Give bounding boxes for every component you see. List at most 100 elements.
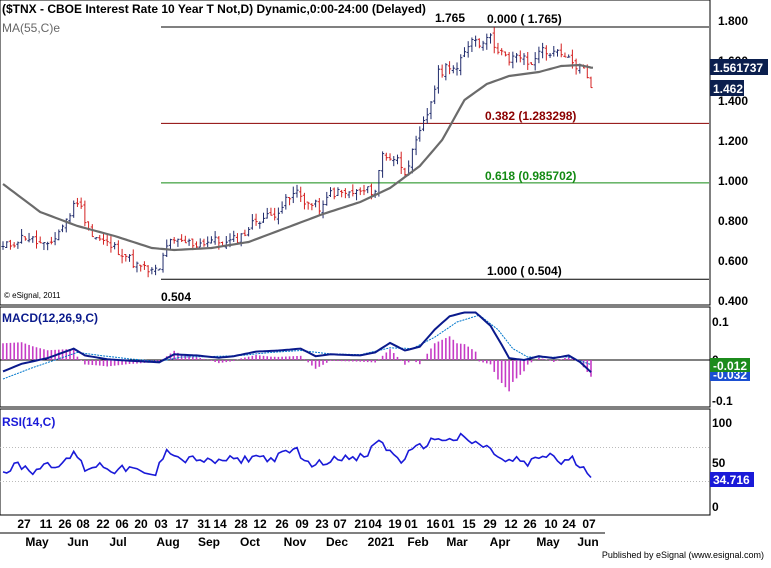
price-bar (518, 50, 522, 63)
price-bar (466, 41, 470, 58)
x-month-label: Nov (284, 535, 307, 549)
price-bar (153, 264, 158, 276)
x-month-label: Aug (156, 535, 179, 549)
macd-title: MACD(12,26,9,C) (2, 311, 98, 325)
price-bar (261, 212, 266, 223)
price-bar (276, 207, 280, 225)
macd-hist-text: -0.012 (713, 359, 747, 373)
rsi-value-tag: 34.716 (710, 472, 754, 487)
price-bar (172, 237, 176, 244)
price-panel: ($TNX - CBOE Interest Rate 10 Year T Not… (0, 0, 768, 308)
price-bar (194, 241, 199, 249)
macd-line (2, 311, 592, 373)
x-day-label: 26 (58, 517, 72, 531)
price-bar (280, 201, 284, 214)
price-bar (451, 65, 455, 74)
price-bar (343, 188, 347, 199)
rsi-panel: RSI(14,C) 100 50 0 34.716 (0, 408, 754, 516)
price-bar (507, 52, 511, 66)
price-tick: 1.000 (718, 174, 748, 188)
price-bar (1, 241, 5, 250)
price-bar (503, 51, 508, 57)
price-bar (75, 197, 80, 208)
price-bar (425, 108, 429, 124)
price-bar (384, 152, 388, 161)
price-bar (559, 43, 563, 58)
price-bar (258, 221, 262, 229)
price-bar (291, 186, 295, 204)
price-bar (340, 189, 344, 198)
price-bar (392, 156, 396, 167)
price-bar (243, 229, 247, 237)
price-tick: 1.400 (718, 94, 748, 108)
price-bar (306, 201, 310, 210)
moving-average-line (2, 63, 594, 252)
price-bar (321, 200, 325, 219)
price-bar (105, 233, 109, 247)
price-bar (131, 249, 135, 269)
price-bar (514, 53, 519, 63)
x-month-label: Feb (407, 535, 428, 549)
price-bar (440, 64, 444, 78)
x-day-label: 22 (96, 517, 110, 531)
price-bar (49, 236, 53, 245)
price-bar (213, 231, 217, 245)
price-bar (548, 53, 552, 58)
x-month-label: May (536, 535, 560, 549)
price-bar (72, 200, 76, 218)
price-bar (206, 236, 210, 248)
price-bar (247, 227, 251, 237)
price-bar (83, 200, 87, 227)
price-bar (380, 151, 385, 178)
price-bar (325, 191, 329, 206)
price-bar (418, 126, 422, 142)
low-annotation: 0.504 (161, 290, 191, 304)
price-bar (336, 187, 340, 196)
price-bar (23, 236, 27, 241)
price-bar (470, 37, 474, 53)
price-bar (354, 189, 359, 201)
price-bar (34, 230, 39, 249)
price-bar (120, 248, 124, 264)
price-bar (403, 167, 407, 177)
macd-signal-line (2, 314, 592, 380)
price-bar (555, 49, 560, 57)
price-bar (366, 186, 370, 194)
price-bar (109, 236, 113, 253)
x-day-label: 15 (462, 517, 476, 531)
macd-histogram (2, 336, 592, 392)
price-bar (500, 48, 504, 56)
x-day-label: 12 (253, 517, 267, 531)
price-bar (38, 236, 42, 244)
macd-tick: 0.1 (712, 315, 729, 329)
price-bar (433, 85, 437, 105)
price-bar (589, 76, 593, 89)
price-bar (541, 42, 545, 59)
price-bar (135, 261, 139, 273)
published-by: Published by eSignal (www.esignal.com) (602, 550, 764, 560)
x-day-label: 06 (115, 517, 129, 531)
price-bar (522, 53, 526, 66)
price-bar (176, 238, 180, 247)
macd-tick: -0.1 (712, 394, 733, 408)
price-bar (60, 224, 65, 233)
price-bar (511, 51, 515, 69)
x-day-label: 07 (582, 517, 596, 531)
price-bar (314, 199, 318, 208)
price-bar (183, 235, 187, 244)
price-bar (46, 241, 50, 251)
x-month-label: Oct (240, 535, 260, 549)
x-month-label: Mar (446, 535, 468, 549)
price-bar (533, 52, 537, 71)
price-bar (362, 184, 366, 196)
price-bar (16, 241, 20, 249)
price-bar (332, 187, 336, 200)
price-tick: 1.800 (718, 14, 748, 28)
price-bar (574, 58, 578, 75)
x-day-label: 21 (354, 517, 368, 531)
x-day-label: 09 (295, 517, 309, 531)
price-bar (232, 230, 236, 242)
rsi-tick: 50 (712, 456, 726, 470)
x-day-label: 29 (483, 517, 497, 531)
